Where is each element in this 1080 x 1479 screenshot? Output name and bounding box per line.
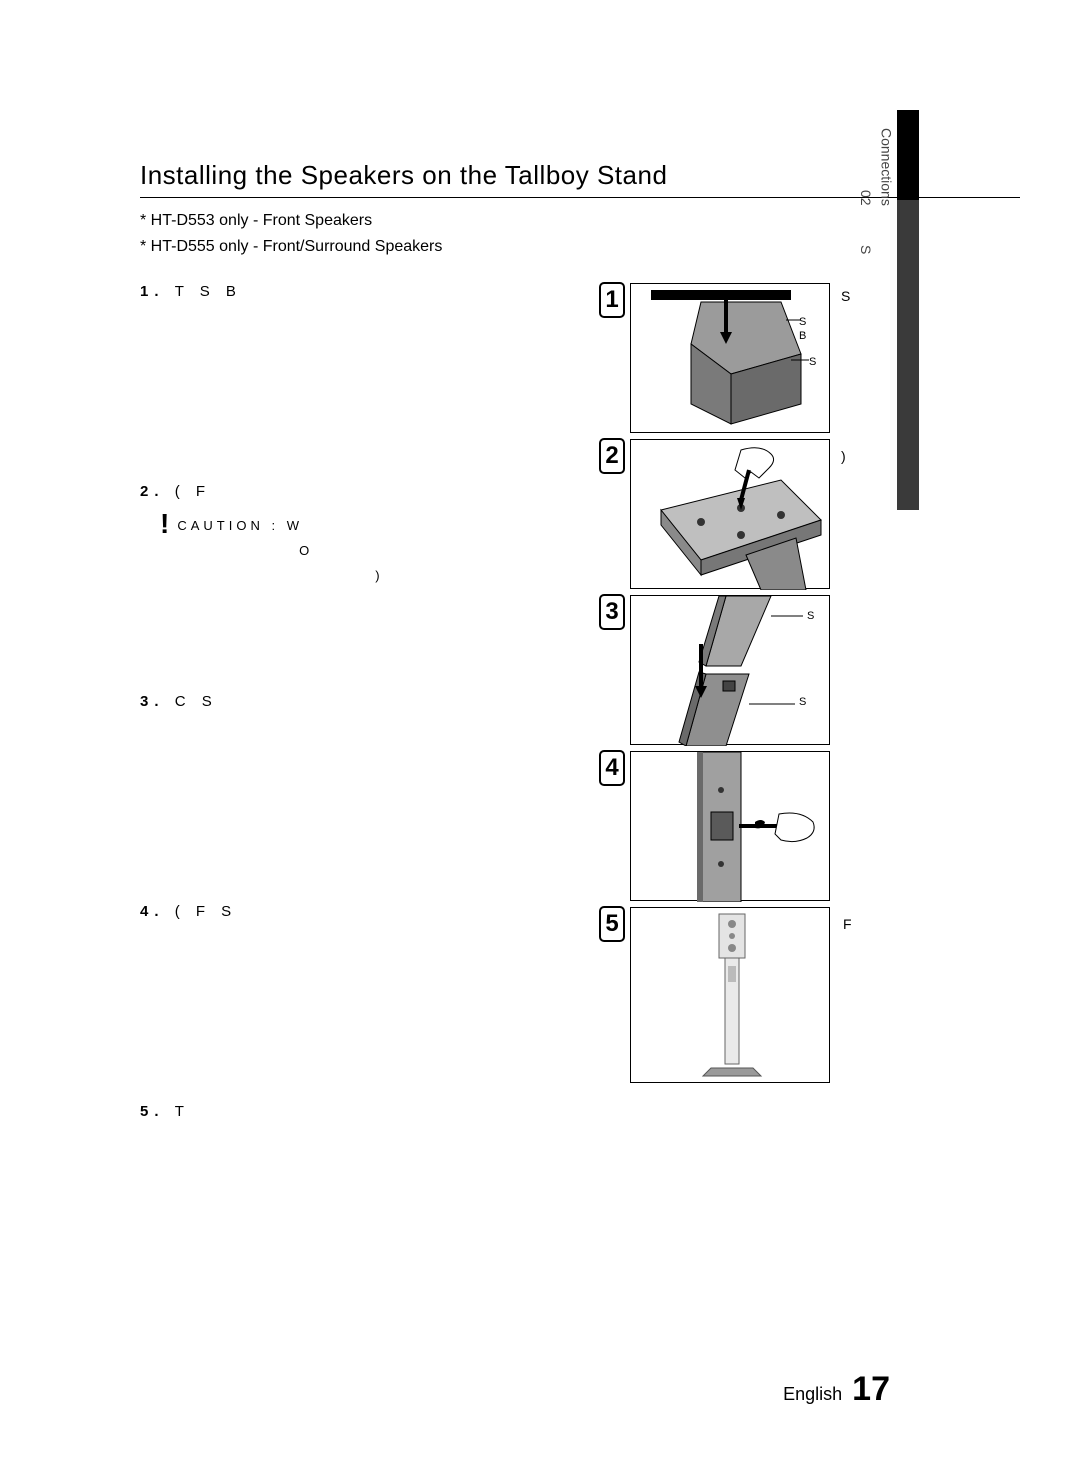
figure-caption: S	[799, 696, 806, 708]
caution-label: CAUTION :	[177, 518, 279, 533]
section-side-tab: 02 Connections S	[858, 110, 898, 370]
caution-icon: !	[160, 514, 169, 534]
footer-language: English	[783, 1384, 842, 1405]
figure-caption-outside: F	[843, 916, 852, 932]
figure-caption-outside: )	[841, 448, 846, 464]
step-4: 4. ( F S	[140, 903, 610, 1043]
diagram-assembled-icon	[631, 908, 831, 1084]
step-number: 4.	[140, 903, 165, 920]
side-stripe-top	[897, 110, 919, 200]
section-trailing: S	[858, 235, 874, 254]
figure-badge: 4	[599, 750, 625, 786]
figure-5: 5 F	[630, 907, 830, 1083]
footer-page-number: 17	[852, 1370, 890, 1409]
step-5: 5. T	[140, 1103, 610, 1223]
section-label: Connections	[878, 118, 894, 206]
figure-badge: 1	[599, 282, 625, 318]
step-number: 5.	[140, 1103, 165, 1120]
figure-caption: B	[799, 330, 806, 342]
step-2: 2. ( F ! CAUTION : W O )	[140, 483, 610, 633]
step-number: 1.	[140, 283, 165, 300]
caution-row: ! CAUTION : W O )	[160, 514, 610, 588]
figure-badge: 5	[599, 906, 625, 942]
figure-badge: 2	[599, 438, 625, 474]
figure-caption: S	[799, 316, 806, 328]
step-number: 2.	[140, 483, 165, 500]
figure-caption: S	[807, 610, 814, 622]
step-text: C S	[175, 693, 218, 710]
diagram-screw-base-icon	[631, 440, 831, 590]
page: 02 Connections S Installing the Speakers…	[0, 0, 1080, 1479]
figure-1: 1 S B S S	[630, 283, 830, 433]
step-text: ( F	[175, 483, 211, 500]
step-text: T S B	[175, 283, 242, 300]
figure-caption-outside: S	[841, 288, 850, 304]
section-number: 02	[858, 180, 874, 206]
step-text: ( F S	[175, 903, 238, 920]
figure-badge: 3	[599, 594, 625, 630]
diagram-speaker-pole-icon	[631, 596, 831, 746]
diagram-screw-pole-icon	[631, 752, 831, 902]
step-3: 3. C S	[140, 693, 610, 843]
figure-2: 2 )	[630, 439, 830, 589]
content-row: 1. T S B 2. ( F ! CAUTION : W O	[140, 283, 1020, 1283]
figure-4: 4	[630, 751, 830, 901]
caution-text: CAUTION : W O )	[177, 514, 383, 588]
figures-column: 1 S B S S 2	[630, 283, 860, 1283]
figure-3: 3 S S	[630, 595, 830, 745]
steps-column: 1. T S B 2. ( F ! CAUTION : W O	[140, 283, 610, 1283]
diagram-stand-base-icon	[631, 284, 831, 434]
page-footer: English 17	[783, 1370, 890, 1409]
figure-caption: S	[809, 356, 816, 368]
step-1: 1. T S B	[140, 283, 610, 423]
step-text: T	[175, 1103, 190, 1120]
step-number: 3.	[140, 693, 165, 710]
